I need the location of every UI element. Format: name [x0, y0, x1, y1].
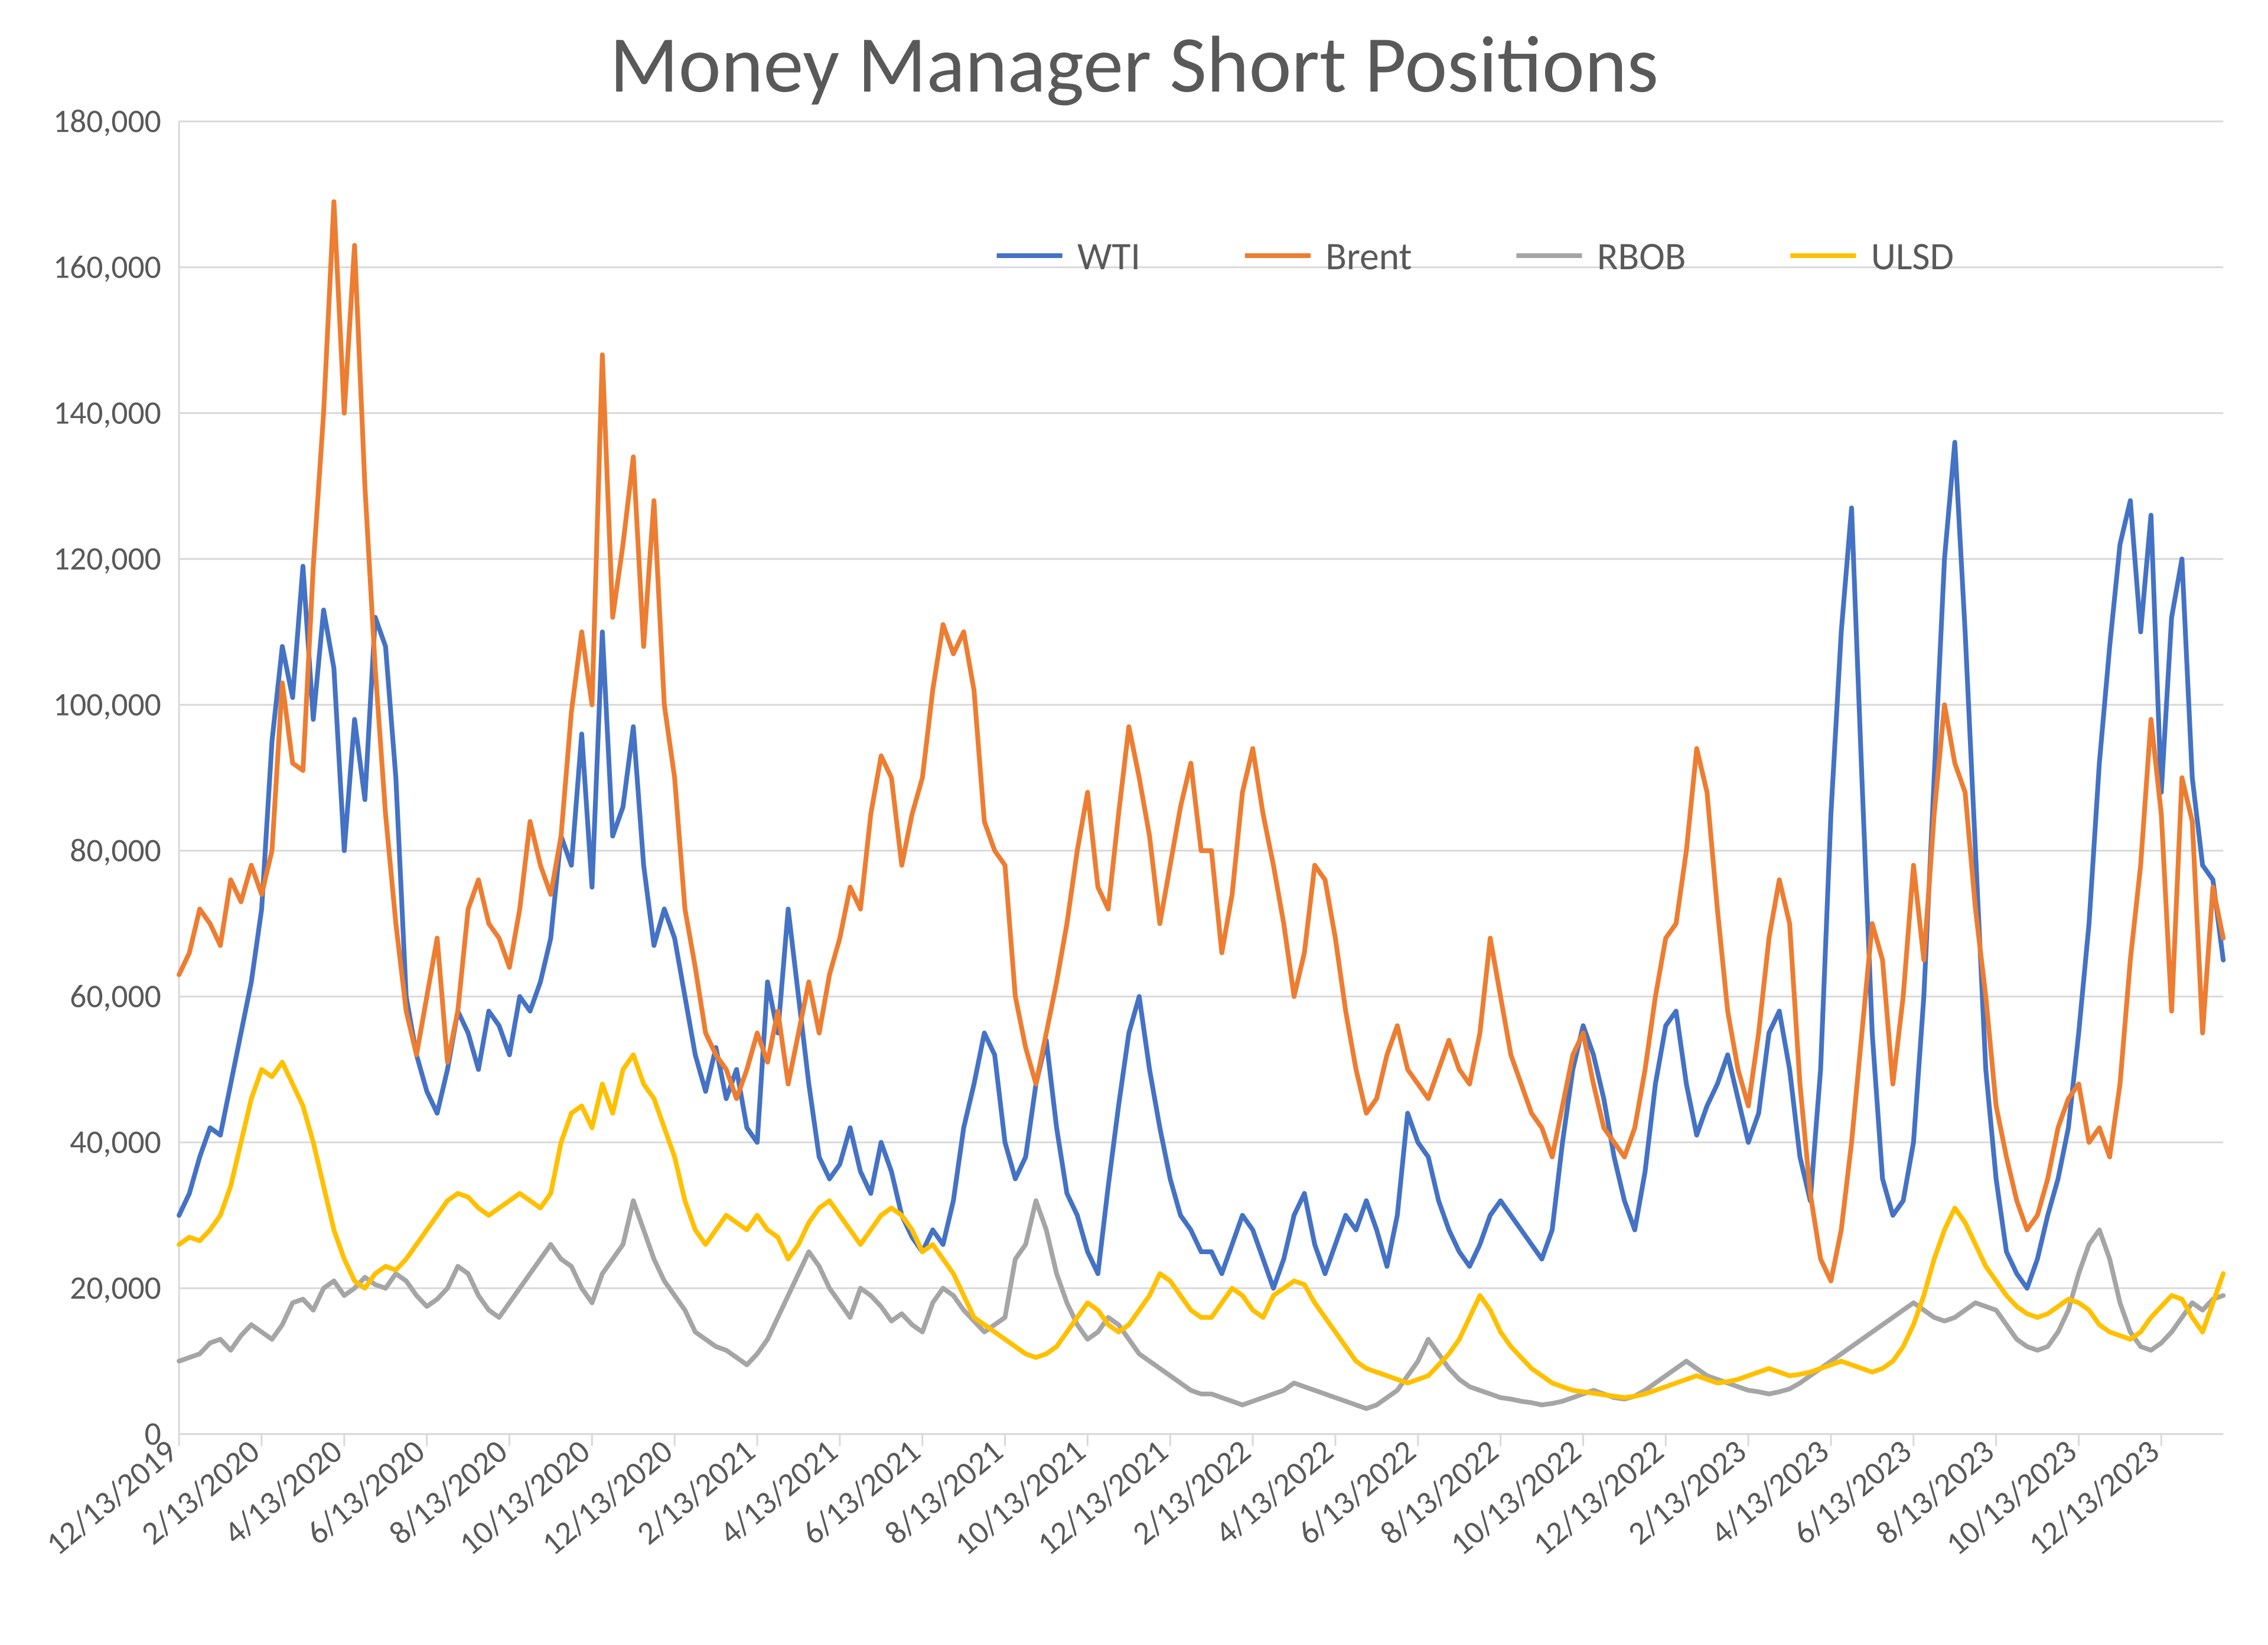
chart-container: Money Manager Short Positions 020,00040,…: [0, 0, 2268, 1645]
y-tick-label: 60,000: [70, 975, 161, 1016]
legend-label-wti: WTI: [1077, 232, 1140, 280]
y-tick-label: 40,000: [70, 1121, 161, 1161]
y-tick-label: 180,000: [53, 100, 161, 141]
legend-label-brent: Brent: [1325, 232, 1412, 280]
chart-title: Money Manager Short Positions: [610, 15, 1658, 113]
y-tick-label: 80,000: [70, 830, 161, 870]
y-tick-label: 160,000: [53, 246, 161, 286]
y-tick-label: 120,000: [53, 538, 161, 578]
y-tick-label: 140,000: [53, 392, 161, 432]
line-chart: Money Manager Short Positions 020,00040,…: [0, 0, 2268, 1645]
legend-label-ulsd: ULSD: [1871, 232, 1954, 280]
y-tick-label: 100,000: [53, 684, 161, 724]
legend-label-rbob: RBOB: [1597, 232, 1686, 280]
y-tick-label: 20,000: [70, 1267, 161, 1307]
